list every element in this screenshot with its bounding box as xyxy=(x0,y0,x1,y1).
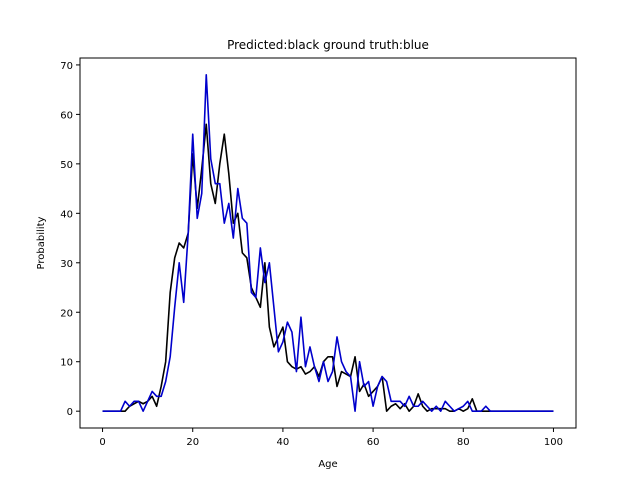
x-tick-label: 60 xyxy=(367,437,380,448)
y-tick-label: 60 xyxy=(60,110,73,121)
plot-frame xyxy=(79,57,577,429)
x-tick-label: 100 xyxy=(544,437,563,448)
y-tick-label: 0 xyxy=(67,407,73,418)
x-tick-label: 0 xyxy=(99,437,105,448)
y-tick-label: 50 xyxy=(60,160,73,171)
x-tick-label: 80 xyxy=(457,437,470,448)
y-tick-label: 70 xyxy=(60,61,73,72)
x-axis-label: Age xyxy=(318,459,337,470)
y-axis: 0 10 20 30 40 50 60 70 xyxy=(60,61,80,418)
y-axis-label: Probability xyxy=(36,216,47,269)
y-tick-label: 10 xyxy=(60,358,73,369)
y-tick-label: 20 xyxy=(60,308,73,319)
series-line-ground-truth xyxy=(102,74,554,412)
chart-title: Predicted:black ground truth:blue xyxy=(227,38,429,52)
series-layer xyxy=(102,74,554,412)
y-tick-label: 40 xyxy=(60,209,73,220)
x-tick-label: 20 xyxy=(186,437,199,448)
x-axis: 0 20 40 60 80 100 xyxy=(99,428,563,448)
x-tick-label: 40 xyxy=(277,437,290,448)
y-tick-label: 30 xyxy=(60,259,73,270)
